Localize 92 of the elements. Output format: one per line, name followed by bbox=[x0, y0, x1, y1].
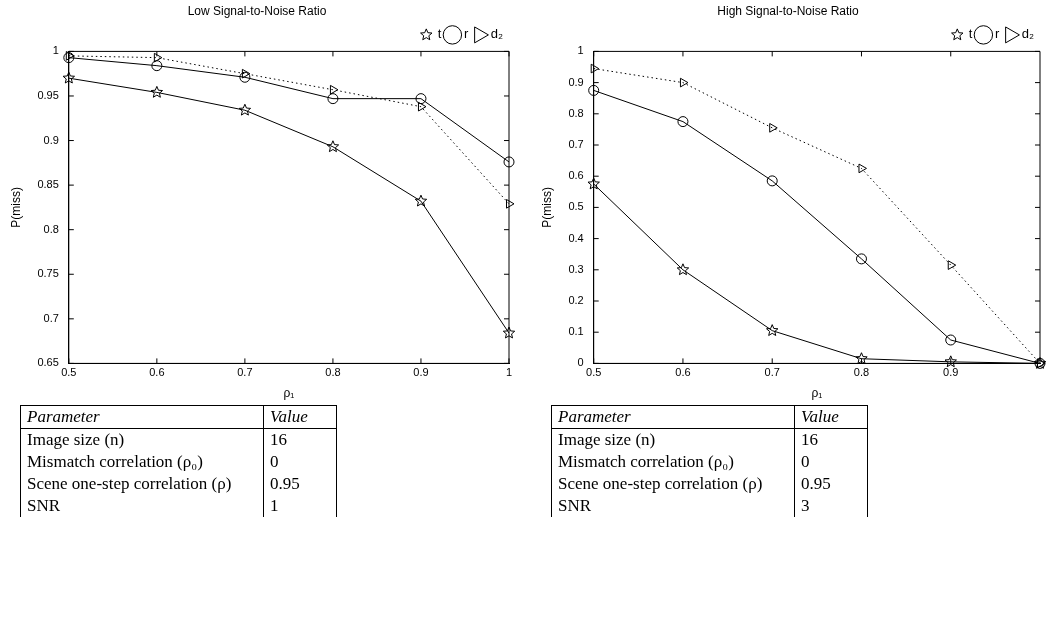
point bbox=[326, 140, 340, 153]
y-tick-label: 0.3 bbox=[568, 262, 584, 275]
point bbox=[676, 263, 690, 276]
y-tick-label: 0.85 bbox=[37, 178, 59, 191]
chart-title: High Signal-to-Noise Ratio bbox=[717, 3, 860, 18]
y-tick-label: 0.6 bbox=[568, 169, 584, 182]
legend-label: t bbox=[968, 26, 973, 42]
text: 0.95 bbox=[794, 473, 868, 495]
text: Mismatch correlation (ρ₀) bbox=[20, 451, 264, 473]
legend-label: r bbox=[994, 26, 1000, 42]
x-tick-label: 0.8 bbox=[325, 366, 341, 379]
y-tick-label: 0.4 bbox=[568, 231, 584, 244]
x-tick-label: 0.8 bbox=[853, 366, 870, 379]
text: Mismatch correlation (ρ₀) bbox=[551, 451, 795, 473]
chart-title: Low Signal-to-Noise Ratio bbox=[187, 3, 327, 18]
legend-label: d₂ bbox=[1021, 26, 1034, 42]
text: 1 bbox=[263, 495, 337, 517]
x-axis-title: ρ₁ bbox=[283, 386, 295, 401]
point bbox=[588, 84, 600, 96]
text: Scene one-step correlation (ρ) bbox=[20, 473, 264, 495]
point bbox=[241, 68, 251, 79]
legend-label: t bbox=[437, 26, 442, 42]
text: 3 bbox=[794, 495, 868, 517]
y-tick-label: 0 bbox=[577, 356, 584, 369]
x-tick-label: 0.5 bbox=[61, 366, 77, 379]
legend-label: r bbox=[463, 26, 469, 42]
point bbox=[766, 324, 779, 336]
y-tick-label: 0.8 bbox=[43, 222, 59, 235]
point bbox=[679, 77, 689, 88]
point bbox=[150, 85, 164, 98]
x-tick-label: 1 bbox=[505, 366, 513, 379]
y-tick-label: 0.7 bbox=[43, 311, 59, 324]
text: SNR bbox=[551, 495, 795, 517]
point bbox=[239, 71, 251, 83]
x-tick-label: 0.7 bbox=[237, 366, 253, 379]
point bbox=[153, 52, 163, 63]
x-tick-label: 0.6 bbox=[149, 366, 165, 379]
y-tick-label: 1 bbox=[577, 44, 584, 57]
point bbox=[947, 260, 957, 270]
point bbox=[855, 253, 867, 265]
point bbox=[327, 93, 339, 105]
point bbox=[503, 156, 515, 168]
point bbox=[329, 84, 339, 95]
point bbox=[677, 116, 689, 128]
point bbox=[238, 103, 252, 116]
text: 16 bbox=[794, 428, 868, 451]
y-axis-title: P(miss) bbox=[8, 187, 23, 228]
text: 0 bbox=[794, 451, 868, 473]
point bbox=[766, 175, 778, 187]
text: Image size (n) bbox=[551, 428, 795, 451]
y-tick-label: 0.7 bbox=[568, 138, 584, 151]
x-tick-label: 0.9 bbox=[413, 366, 429, 379]
point bbox=[590, 63, 600, 74]
y-tick-label: 0.2 bbox=[568, 294, 584, 307]
x-tick-label: 0.9 bbox=[943, 366, 959, 379]
point bbox=[944, 355, 957, 368]
text: Parameter bbox=[20, 405, 264, 429]
point bbox=[417, 101, 427, 112]
point bbox=[151, 60, 163, 72]
x-tick-label: 0.5 bbox=[586, 366, 602, 379]
point bbox=[587, 177, 600, 190]
x-axis-title: ρ₁ bbox=[811, 386, 823, 401]
point bbox=[414, 194, 428, 207]
y-tick-label: 0.9 bbox=[43, 133, 59, 146]
y-tick-label: 1 bbox=[52, 44, 59, 57]
text: Scene one-step correlation (ρ) bbox=[551, 473, 795, 495]
x-tick-label: 0.7 bbox=[764, 366, 780, 379]
point bbox=[62, 71, 76, 84]
text: Image size (n) bbox=[20, 428, 264, 451]
y-tick-label: 0.95 bbox=[37, 89, 59, 101]
point bbox=[506, 199, 515, 209]
y-tick-label: 0.5 bbox=[568, 200, 584, 213]
y-tick-label: 0.65 bbox=[37, 356, 59, 369]
text: Value bbox=[263, 405, 337, 429]
text: 0.95 bbox=[263, 473, 337, 495]
y-tick-label: 0.9 bbox=[568, 75, 584, 88]
legend-label: d₂ bbox=[490, 26, 503, 42]
text: Parameter bbox=[551, 405, 795, 429]
point bbox=[415, 93, 427, 105]
y-axis-title: P(miss) bbox=[539, 187, 554, 228]
text: SNR bbox=[20, 495, 264, 517]
x-tick-label: 0.6 bbox=[675, 366, 691, 379]
text: 16 bbox=[263, 428, 337, 451]
point bbox=[858, 163, 867, 174]
y-tick-label: 0.8 bbox=[568, 106, 584, 119]
point bbox=[769, 123, 778, 133]
text: 0 bbox=[263, 451, 337, 473]
y-tick-label: 0.75 bbox=[37, 267, 59, 280]
y-tick-label: 0.1 bbox=[568, 325, 584, 338]
point bbox=[502, 326, 516, 339]
point bbox=[945, 334, 957, 346]
text: Value bbox=[794, 405, 868, 429]
